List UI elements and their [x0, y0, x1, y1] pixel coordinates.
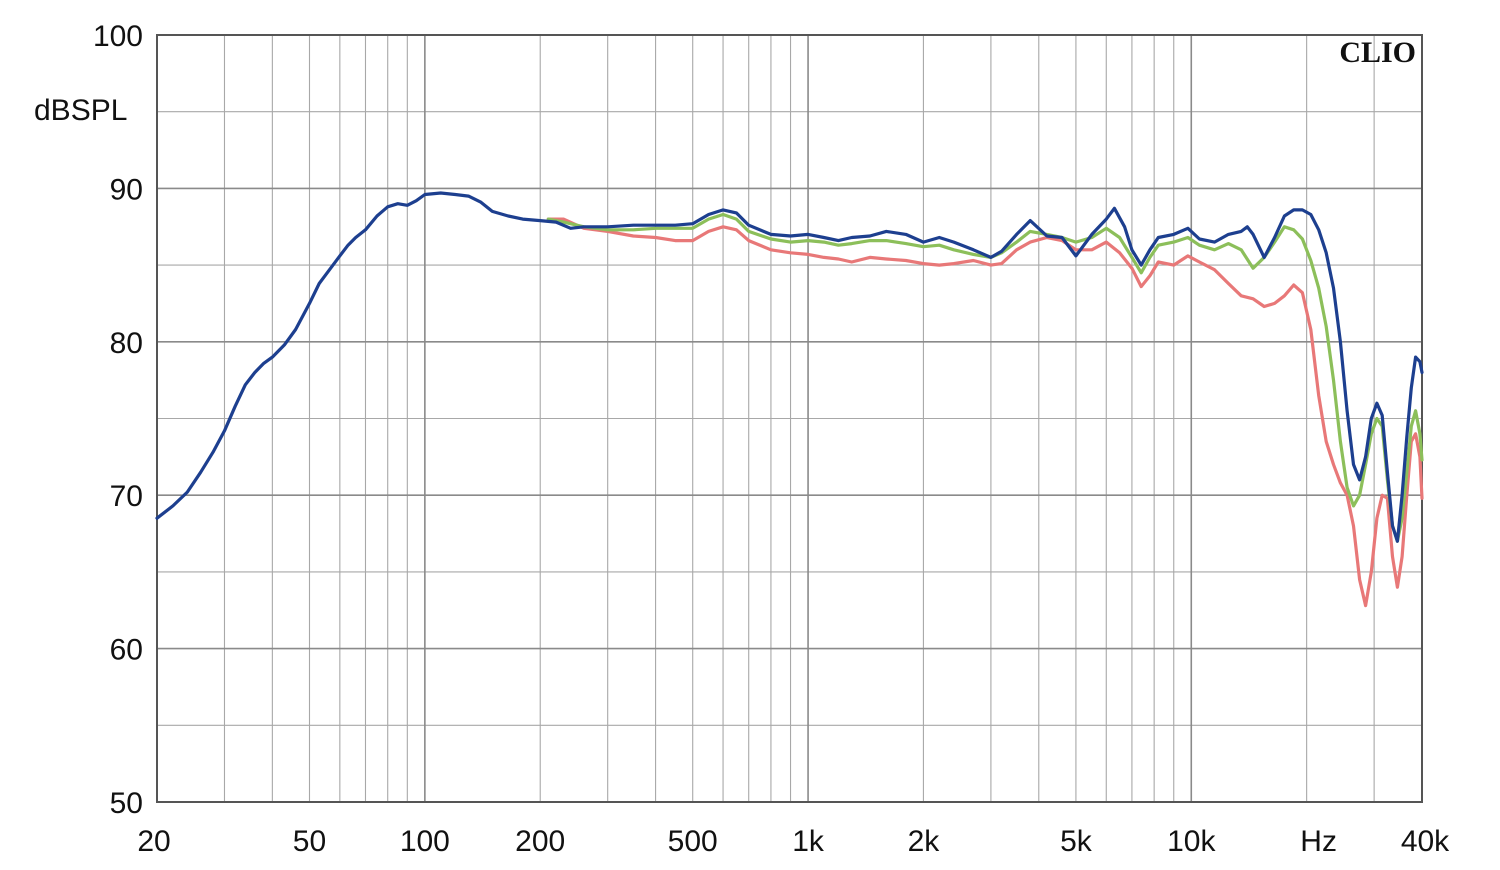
x-tick-label: 200: [515, 825, 565, 858]
x-tick-label: 50: [293, 825, 326, 858]
x-tick-label: 500: [668, 825, 718, 858]
y-tick-label: 70: [110, 480, 143, 513]
series-layer: [155, 191, 1424, 608]
x-tick-labels: 20 50 100 200 500 1k 2k 5k 10k 40k: [137, 825, 1450, 858]
y-tick-label: 60: [110, 634, 143, 667]
x-tick-label: 20: [137, 825, 170, 858]
x-tick-label: 1k: [792, 825, 825, 858]
series-line: [546, 217, 1424, 608]
x-tick-label: 10k: [1167, 825, 1216, 858]
y-tick-label: 80: [110, 327, 143, 360]
x-tick-label: 40k: [1401, 825, 1450, 858]
x-axis-unit-label: Hz: [1300, 825, 1337, 858]
series-line: [155, 191, 1424, 543]
minor-gridlines: [156, 35, 1423, 802]
clio-watermark: CLIO: [1339, 36, 1416, 69]
plot-frame: [156, 34, 1423, 803]
x-tick-label: 2k: [908, 825, 941, 858]
y-axis-unit-label: dBSPL: [34, 94, 127, 127]
y-tick-label: 50: [110, 787, 143, 820]
x-tick-label: 100: [400, 825, 450, 858]
y-tick-labels: 100 90 80 70 60 50: [93, 20, 143, 820]
y-tick-label: 100: [93, 20, 143, 53]
y-tick-label: 90: [110, 173, 143, 206]
x-tick-label: 5k: [1060, 825, 1093, 858]
